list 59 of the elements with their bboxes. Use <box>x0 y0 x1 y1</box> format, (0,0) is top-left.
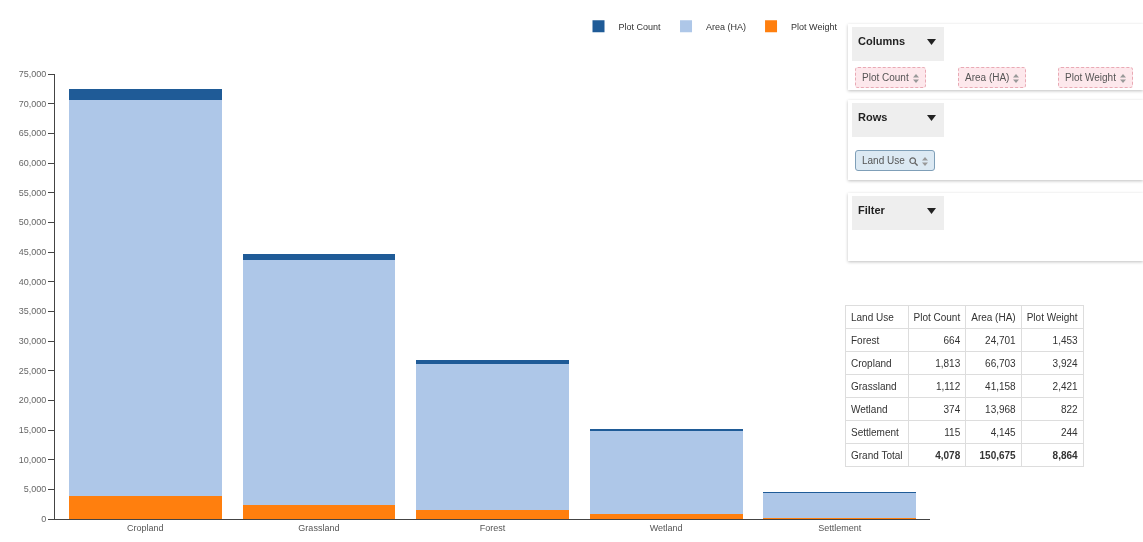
y-tick-label: 70,000 <box>18 98 47 109</box>
y-tick-label: 35,000 <box>18 306 47 317</box>
y-tick-label: 15,000 <box>18 425 47 436</box>
y-tick-label: 25,000 <box>18 365 47 376</box>
x-tick-label: Forest <box>479 522 506 533</box>
text: 3,924 <box>1052 357 1078 369</box>
text: 8,864 <box>1052 449 1078 461</box>
panel-header: Rows <box>852 103 944 137</box>
y-tick-label: 30,000 <box>18 336 47 347</box>
text: 4,078 <box>935 449 961 461</box>
annotation: Cropland <box>845 351 909 375</box>
text: 374 <box>943 403 961 415</box>
y-tick-label: 5,000 <box>23 484 47 495</box>
text: 1,813 <box>935 357 961 369</box>
annotation: Settlement <box>845 420 909 444</box>
legend-label: Area (HA) <box>706 21 747 32</box>
text: 2,421 <box>1052 380 1078 392</box>
text: 41,158 <box>985 380 1016 392</box>
text: 244 <box>1060 426 1078 438</box>
legend-label: Plot Weight <box>791 21 838 32</box>
y-tick-label: 45,000 <box>18 247 47 258</box>
text: 115 <box>944 426 961 438</box>
text: 1,112 <box>935 380 961 392</box>
y-tick-label: 55,000 <box>18 187 47 198</box>
text: 1,453 <box>1052 334 1078 346</box>
y-tick-label: 50,000 <box>18 217 47 228</box>
annotation: Grand Total <box>845 443 909 467</box>
y-tick-label: 40,000 <box>18 276 47 287</box>
annotation: Land Use <box>845 305 909 329</box>
text: Plot Weight <box>1026 311 1078 323</box>
text: 24,701 <box>985 334 1016 346</box>
field-chip: Plot Weight <box>1058 67 1133 88</box>
annotation: Grassland <box>845 374 909 398</box>
x-tick-label: Grassland <box>298 522 340 533</box>
text: 150,675 <box>979 449 1016 461</box>
x-tick-label: Wetland <box>649 522 683 533</box>
annotation: Plot Count <box>908 305 966 329</box>
y-tick-label: 60,000 <box>18 158 47 169</box>
text: 664 <box>943 334 961 346</box>
text: 13,968 <box>985 403 1016 415</box>
text: 4,145 <box>990 426 1016 438</box>
y-tick-label: 10,000 <box>18 454 47 465</box>
x-tick-label: Cropland <box>127 522 164 533</box>
text: Area (HA) <box>971 311 1016 323</box>
text: 822 <box>1060 403 1078 415</box>
y-tick-label: 0 <box>41 514 47 525</box>
field-chip: Area (HA) <box>958 67 1027 88</box>
field-chip: Land Use <box>855 150 935 171</box>
y-tick-label: 20,000 <box>18 395 47 406</box>
legend-label: Plot Count <box>618 21 662 32</box>
text: 66,703 <box>985 357 1016 369</box>
x-tick-label: Settlement <box>818 522 862 533</box>
annotation: Forest <box>845 328 909 352</box>
y-tick-label: 65,000 <box>18 128 47 139</box>
field-chip: Plot Count <box>855 67 926 88</box>
annotation: Wetland <box>845 397 909 421</box>
panel-header: Filter <box>852 196 944 230</box>
y-tick-label: 75,000 <box>18 69 47 80</box>
panel-header: Columns <box>852 27 944 61</box>
